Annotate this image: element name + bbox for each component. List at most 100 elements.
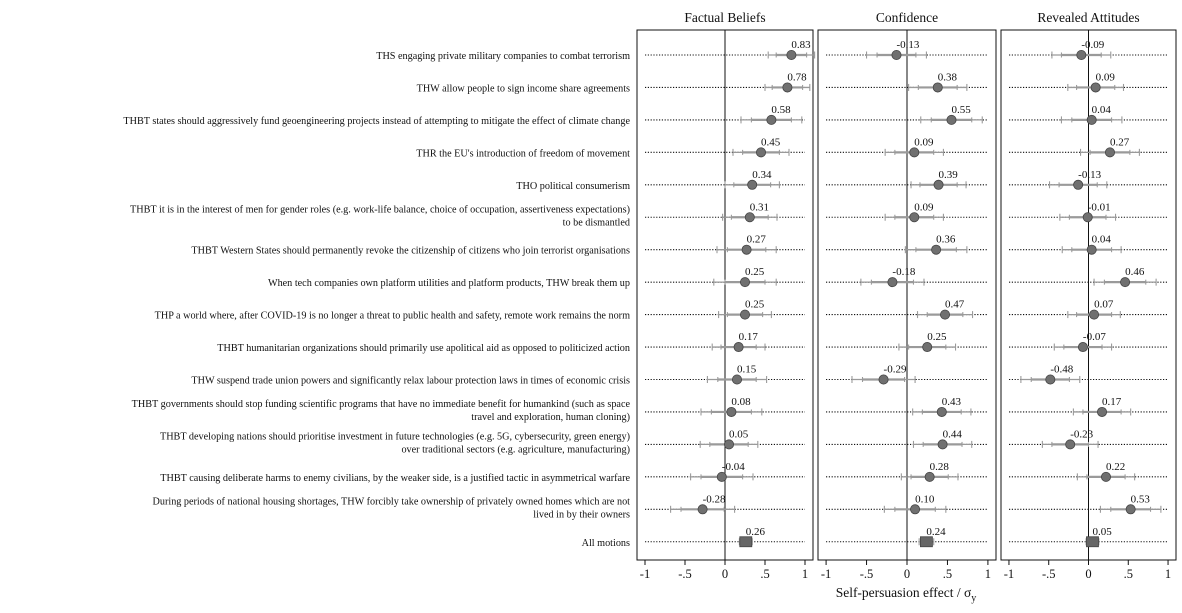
estimate-value-label: 0.05 [729, 428, 749, 440]
point-estimate-marker [924, 471, 935, 482]
point-estimate-marker [782, 82, 793, 93]
motion-labels: THS engaging private military companies … [123, 51, 630, 549]
point-estimate-marker [744, 212, 755, 223]
point-estimate-marker [1045, 374, 1056, 385]
point-estimate-marker [887, 277, 898, 288]
estimate-value-label: 0.31 [750, 201, 769, 213]
estimate-value-label: -0.04 [722, 461, 745, 473]
point-estimate-marker [946, 114, 957, 125]
motion-label: All motions [582, 538, 630, 549]
motion-label: THBT causing deliberate harms to enemy c… [160, 473, 630, 484]
estimate-value-label: 0.25 [745, 299, 765, 311]
estimate-value-label: 0.34 [752, 169, 772, 181]
point-estimate-marker [910, 504, 921, 515]
estimate-value-label: 0.22 [1106, 461, 1125, 473]
motion-label: THBT governments should stop funding sci… [132, 399, 631, 410]
motion-label: over traditional sectors (e.g. agricultu… [401, 444, 630, 455]
x-tick-label: 0 [904, 567, 910, 581]
point-estimate-marker [1073, 179, 1084, 190]
motion-label: During periods of national housing short… [153, 496, 631, 507]
estimate-value-label: 0.47 [945, 299, 965, 311]
summary-estimate-marker [920, 536, 933, 548]
point-estimate-marker [741, 244, 752, 255]
point-estimate-marker [786, 50, 797, 61]
motion-label: THBT Western States should permanently r… [191, 246, 630, 257]
point-estimate-marker [756, 147, 767, 158]
point-estimate-marker [1125, 504, 1136, 515]
point-estimate-marker [1082, 212, 1093, 223]
x-axis-title: Self-persuasion effect / σy [836, 585, 977, 604]
estimate-value-label: 0.25 [745, 266, 765, 278]
estimate-value-label: 0.44 [943, 428, 963, 440]
estimate-value-label: 0.17 [1102, 396, 1122, 408]
point-estimate-marker [1086, 244, 1097, 255]
estimate-value-label: 0.04 [1092, 104, 1112, 116]
x-tick-label: -1 [1004, 567, 1014, 581]
point-estimate-marker [909, 147, 920, 158]
panel: Factual Beliefs -1 -.5 0 .5 1 0.83 0.78 0.58 0.45… [636, 10, 816, 581]
motion-label: lived in by their owners [533, 509, 630, 520]
panels: Factual Beliefs -1 -.5 0 .5 1 0.83 0.78 0.58 0.45… [636, 10, 1177, 581]
point-estimate-marker [697, 504, 708, 515]
estimate-value-label: -0.18 [892, 266, 915, 278]
estimate-value-label: 0.09 [914, 201, 934, 213]
estimate-value-label: 0.36 [936, 234, 956, 246]
x-tick-label: 1 [985, 567, 991, 581]
motion-label: travel and exploration, human cloning) [471, 412, 630, 423]
estimate-value-label: 0.38 [938, 71, 958, 83]
estimate-value-label: 0.46 [1125, 266, 1145, 278]
point-estimate-marker [1076, 50, 1087, 61]
point-estimate-marker [940, 309, 951, 320]
x-tick-label: -1 [640, 567, 650, 581]
panel: Revealed Attitudes -1 -.5 0 .5 1 -0.09 0.09 0.04… [1000, 10, 1177, 581]
point-estimate-marker [732, 374, 743, 385]
point-estimate-marker [724, 439, 735, 450]
point-estimate-marker [726, 406, 737, 417]
estimate-value-label: 0.05 [1092, 526, 1112, 538]
point-estimate-marker [937, 439, 948, 450]
motion-label: THBT it is in the interest of men for ge… [130, 204, 630, 215]
estimate-value-label: 0.07 [1094, 299, 1114, 311]
estimate-value-label: 0.58 [771, 104, 791, 116]
x-tick-label: .5 [1124, 567, 1133, 581]
summary-estimate-marker [739, 536, 753, 548]
estimate-value-label: 0.25 [927, 331, 947, 343]
point-estimate-marker [716, 471, 727, 482]
estimate-value-label: 0.24 [926, 526, 946, 538]
estimate-value-label: 0.10 [915, 493, 935, 505]
point-estimate-marker [933, 179, 944, 190]
estimate-value-label: 0.27 [747, 234, 767, 246]
panel: Confidence -1 -.5 0 .5 1 -0.13 0.38 0.55 0.09 0.39… [817, 10, 997, 581]
panel-title: Revealed Attitudes [1037, 10, 1139, 25]
point-estimate-marker [1104, 147, 1115, 158]
x-axis-title-main: Self-persuasion effect / σ [836, 585, 972, 600]
estimate-value-label: 0.78 [787, 71, 807, 83]
point-estimate-marker [740, 277, 751, 288]
motion-label: THBT developing nations should prioritis… [160, 431, 630, 442]
x-tick-label: -.5 [860, 567, 874, 581]
motion-label: THO political consumerism [516, 181, 630, 192]
estimate-value-label: -0.01 [1088, 201, 1111, 213]
motion-label: to be dismantled [563, 217, 630, 228]
point-estimate-marker [1089, 309, 1100, 320]
estimate-value-label: 0.26 [746, 526, 766, 538]
point-estimate-marker [891, 50, 902, 61]
x-tick-label: .5 [943, 567, 952, 581]
estimate-value-label: 0.27 [1110, 136, 1130, 148]
x-tick-label: -.5 [1042, 567, 1056, 581]
estimate-value-label: 0.55 [952, 104, 972, 116]
estimate-value-label: 0.45 [761, 136, 781, 148]
point-estimate-marker [747, 179, 758, 190]
estimate-value-label: 0.83 [791, 39, 811, 51]
point-estimate-marker [878, 374, 889, 385]
point-estimate-marker [922, 342, 933, 353]
x-tick-label: 0 [1085, 567, 1091, 581]
motion-label: When tech companies own platform utiliti… [268, 278, 630, 289]
estimate-value-label: -0.13 [1078, 169, 1101, 181]
point-estimate-marker [733, 342, 744, 353]
point-estimate-marker [909, 212, 920, 223]
estimate-value-label: 0.09 [1096, 71, 1116, 83]
motion-label: THW suspend trade union powers and signi… [191, 376, 630, 387]
